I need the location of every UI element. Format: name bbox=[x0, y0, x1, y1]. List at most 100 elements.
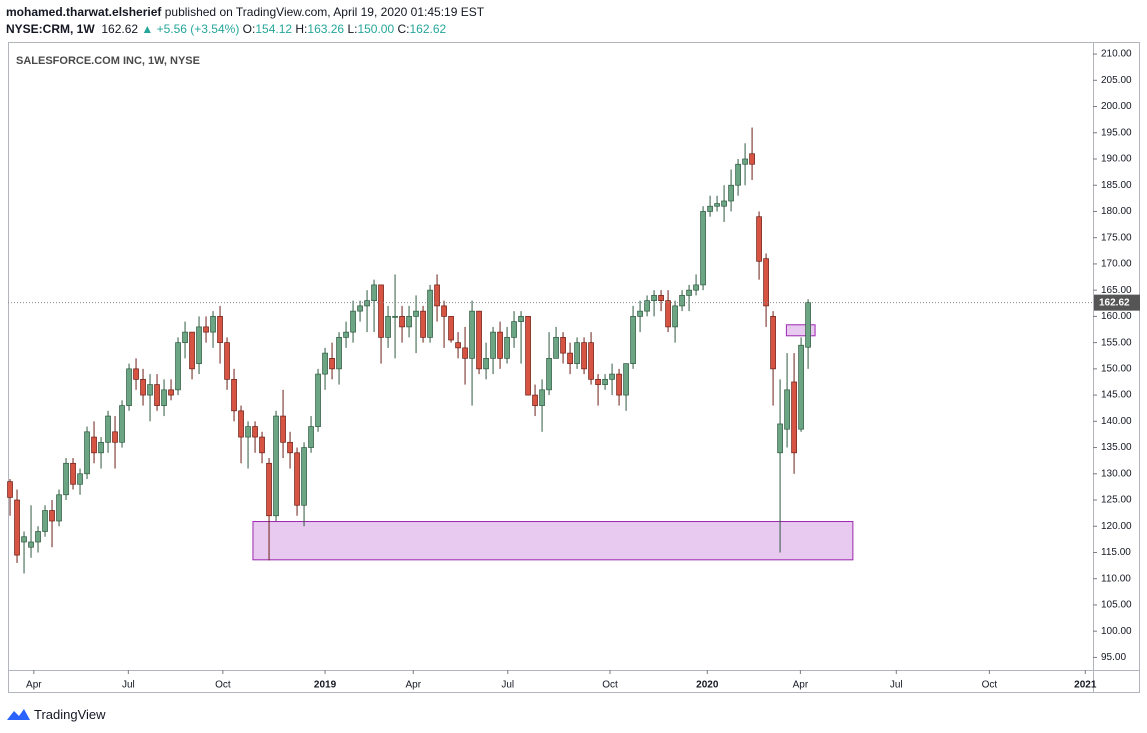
c: 162.62 bbox=[409, 22, 447, 36]
candle-body bbox=[189, 331, 195, 370]
candle-body bbox=[294, 452, 300, 506]
candle-body bbox=[287, 441, 293, 454]
h-key: H: bbox=[295, 22, 308, 36]
candle-body bbox=[553, 337, 559, 359]
brand: TradingView bbox=[34, 707, 106, 722]
candle-body bbox=[518, 316, 524, 322]
published: published on TradingView.com, April 19, … bbox=[164, 5, 485, 19]
candle-body bbox=[497, 331, 503, 359]
candle-body bbox=[434, 284, 440, 307]
author: mohamed.tharwat.elsherief bbox=[6, 5, 162, 19]
candle-body bbox=[238, 410, 244, 438]
pane-border bbox=[8, 42, 1140, 693]
candle-body bbox=[469, 310, 475, 359]
y-tick-label: 110.00 bbox=[1101, 573, 1131, 584]
x-tick-label: Oct bbox=[982, 680, 998, 691]
candle-body bbox=[42, 510, 48, 532]
candle-body bbox=[630, 316, 636, 364]
candle-body bbox=[119, 405, 125, 443]
candle-body bbox=[728, 184, 734, 202]
candle-body bbox=[511, 321, 517, 338]
candle-body bbox=[798, 344, 804, 430]
candle-body bbox=[182, 331, 188, 343]
candle-body bbox=[637, 310, 643, 317]
y-tick-label: 170.00 bbox=[1101, 259, 1132, 270]
candle-body bbox=[301, 447, 307, 506]
candle-body bbox=[336, 337, 342, 370]
x-tick-label: Apr bbox=[793, 680, 809, 691]
candle-body bbox=[224, 342, 230, 380]
candle-body bbox=[105, 415, 111, 443]
candle-body bbox=[420, 310, 426, 338]
candle-body bbox=[763, 258, 769, 307]
candle-body bbox=[483, 358, 489, 370]
candle-body bbox=[322, 352, 328, 375]
y-tick-label: 155.00 bbox=[1101, 337, 1132, 348]
x-tick-label: 2021 bbox=[1074, 680, 1097, 691]
candle-body bbox=[343, 331, 349, 338]
candle-body bbox=[756, 216, 762, 262]
c-key: C: bbox=[397, 22, 410, 36]
candle-body bbox=[147, 384, 153, 396]
x-tick-label: Apr bbox=[26, 680, 42, 691]
candle-body bbox=[350, 310, 356, 333]
candle-body bbox=[546, 358, 552, 391]
last-price-label: 162.62 bbox=[1099, 297, 1130, 308]
candle-body bbox=[49, 510, 55, 522]
logo-icon bbox=[7, 709, 30, 720]
y-tick-label: 205.00 bbox=[1101, 75, 1132, 86]
candle-body bbox=[168, 389, 174, 396]
candle-body bbox=[392, 316, 398, 318]
x-tick-label: 2020 bbox=[696, 680, 719, 691]
candle-body bbox=[735, 163, 741, 186]
candle-body bbox=[588, 342, 594, 380]
candle-body bbox=[560, 337, 566, 354]
candle-body bbox=[161, 389, 167, 406]
candle-body bbox=[525, 316, 531, 396]
y-tick-label: 115.00 bbox=[1101, 547, 1131, 558]
y-tick-label: 185.00 bbox=[1101, 180, 1132, 191]
candle-body bbox=[441, 305, 447, 317]
candle-body bbox=[777, 423, 783, 454]
candle-body bbox=[490, 331, 496, 359]
zone bbox=[785, 324, 816, 337]
quote-line: NYSE:CRM, 1W 162.62 ▲ +5.56 (+3.54%) O:1… bbox=[6, 22, 446, 36]
candle-body bbox=[672, 305, 678, 328]
y-tick-label: 140.00 bbox=[1101, 416, 1132, 427]
candle-body bbox=[154, 384, 160, 406]
candle-body bbox=[210, 316, 216, 333]
candle-body bbox=[609, 373, 615, 380]
candle-body bbox=[245, 426, 251, 438]
candle-body bbox=[665, 300, 671, 328]
candle-body bbox=[504, 337, 510, 359]
candle-body bbox=[770, 316, 776, 370]
x-tick-label: Jul bbox=[890, 680, 903, 691]
candle-body bbox=[567, 352, 573, 364]
candle-body bbox=[70, 462, 76, 485]
candle-body bbox=[140, 378, 146, 396]
candle-body bbox=[329, 358, 335, 370]
candle-body bbox=[112, 431, 118, 443]
candle-body bbox=[595, 378, 601, 385]
x-tick-label: Jul bbox=[122, 680, 135, 691]
candle-body bbox=[385, 316, 391, 338]
y-tick-label: 130.00 bbox=[1101, 468, 1132, 479]
candle-body bbox=[91, 436, 97, 454]
candle-body bbox=[462, 347, 468, 359]
candle-body bbox=[714, 203, 720, 207]
candle-body bbox=[658, 295, 664, 301]
y-tick-label: 145.00 bbox=[1101, 390, 1132, 401]
candle-body bbox=[749, 153, 755, 165]
y-tick-label: 180.00 bbox=[1101, 206, 1132, 217]
candle-body bbox=[203, 326, 209, 333]
candle-body bbox=[196, 326, 202, 364]
candle-body bbox=[791, 381, 797, 454]
candle-body bbox=[427, 289, 433, 338]
candle-body bbox=[364, 300, 370, 307]
candle-body bbox=[448, 316, 454, 341]
candle-body bbox=[252, 426, 258, 438]
candle-body bbox=[476, 310, 482, 370]
candle-body bbox=[217, 316, 223, 343]
publish-line: mohamed.tharwat.elsherief published on T… bbox=[6, 5, 484, 19]
candle-body bbox=[28, 541, 34, 548]
